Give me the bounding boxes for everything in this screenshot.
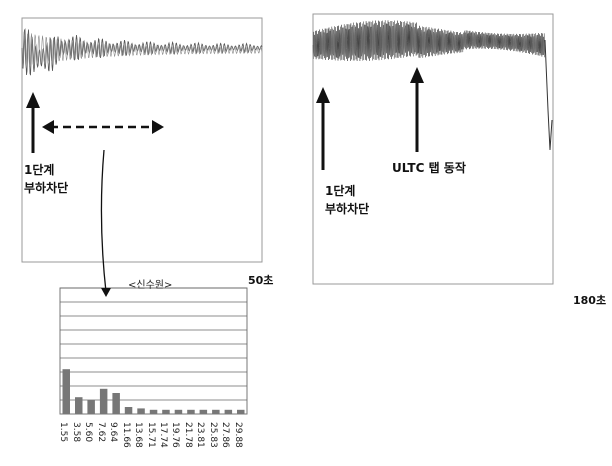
spectrum-bar [62, 369, 70, 414]
right-x-end-label: 180초 [573, 294, 607, 307]
left-chart-frame [21, 17, 263, 263]
spectrum-bar [87, 400, 95, 414]
spectrum-bar [212, 409, 220, 414]
ultc-annotation: ULTC 탭 동작 [392, 161, 466, 175]
spectrum-pointer-arrow [100, 149, 111, 297]
spectrum-tick-label: 7.62 [95, 422, 106, 443]
right-series-drop [544, 39, 553, 151]
spectrum-tick-label: 29.88 [232, 422, 243, 448]
right-series-line [312, 20, 553, 151]
spectrum-tick-label: 1.55 [58, 422, 69, 443]
spectrum-tick-label: 21.78 [182, 422, 193, 448]
spectrum-tick-label: 9.64 [108, 422, 119, 443]
spectrum-bar [99, 388, 108, 414]
left-x-label: <신수원> [128, 280, 173, 291]
right-annotation-line1: 1단계 [325, 184, 356, 198]
right-up-arrow-ultc [410, 67, 424, 152]
left-annotation-line2: 부하차단 [24, 181, 69, 195]
spectrum-frame [59, 287, 248, 415]
spectrum-bar [174, 409, 183, 414]
spectrum-bar [149, 409, 158, 414]
spectrum-bar [237, 409, 245, 414]
spectrum-tick-label: 11.66 [120, 422, 131, 448]
spectrum-tick-label: 13.68 [133, 422, 144, 448]
spectrum-bar [162, 409, 170, 414]
right-chart-frame [312, 13, 554, 285]
spectrum-bars [62, 369, 245, 414]
spectrum-tick-label: 27.86 [220, 422, 231, 448]
spectrum-tick-label: 17.74 [157, 422, 168, 448]
right-annotation-line2: 부하차단 [325, 202, 370, 216]
spectrum-tick-label: 23.81 [195, 422, 206, 448]
spectrum-tick-label: 25.83 [207, 422, 218, 448]
left-series-line [21, 28, 263, 76]
spectrum-bar [137, 408, 145, 414]
spectrum-bar [124, 407, 133, 414]
left-x-end-label: 50초 [248, 274, 274, 287]
left-annotation-line1: 1단계 [24, 163, 55, 177]
spectrum-tick-label: 3.58 [70, 422, 81, 443]
spectrum-tick-label: 15.71 [145, 422, 156, 448]
right-up-arrow-load [316, 87, 330, 170]
left-series-path [21, 28, 263, 76]
spectrum-bar [112, 393, 120, 414]
spectrum-tick-label: 19.76 [170, 422, 181, 448]
spectrum-bar [224, 409, 233, 414]
spectrum-tick-label: 5.60 [83, 422, 94, 443]
spectrum-gridlines [60, 287, 247, 401]
right-series-path [312, 20, 546, 62]
spectrum-bar [187, 409, 195, 414]
spectrum-bar [75, 397, 83, 414]
left-up-arrow [26, 92, 40, 153]
dashed-range-arrow [42, 120, 164, 134]
left-series-path-2 [21, 31, 263, 68]
spectrum-bar [199, 409, 208, 414]
